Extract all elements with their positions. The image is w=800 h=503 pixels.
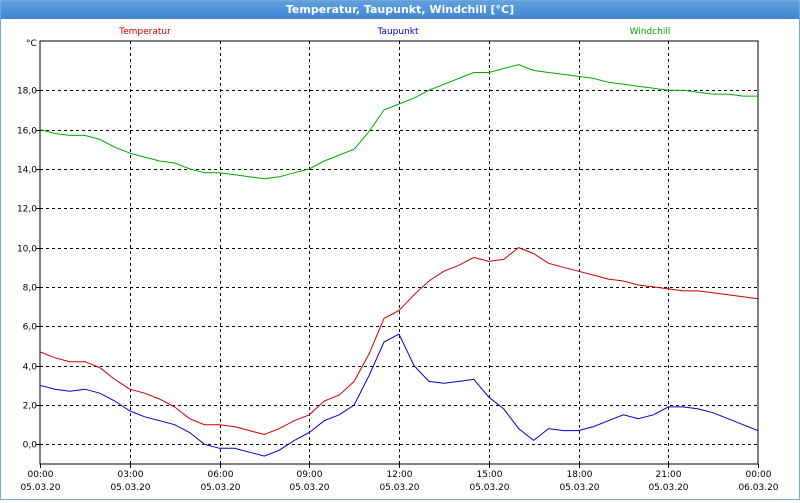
series-line-taupunkt [39,333,759,457]
y-tick-label: 14,0 [17,166,37,176]
x-tick-label-time: 00:00 [746,470,772,480]
plot-area: 0,0 2,0 4,0 6,0 8,0 10,0 12,0 14,0 16,0 18,0 °C 00:… [1,20,799,499]
x-tick-label-date: 05.03.20 [20,483,60,493]
x-tick-label-time: 03:00 [118,470,144,480]
legend-entry: Windchill [630,27,671,37]
y-tick-label: 8,0 [23,284,38,294]
x-tick-label-date: 05.03.20 [110,483,150,493]
x-tick-label-time: 00:00 [28,470,54,480]
series-line-temperatur [39,247,759,436]
y-tick-label: 12,0 [17,205,37,215]
y-tick-label: 2,0 [23,402,38,412]
y-tick-label: 0,0 [23,441,38,451]
y-tick-label: 4,0 [23,363,38,373]
x-tick-label-time: 06:00 [208,470,234,480]
x-tick-label-time: 15:00 [477,470,503,480]
x-tick-label-date: 05.03.20 [200,483,240,493]
y-tick-label: 18,0 [17,87,37,97]
series-line-windchill [39,64,758,180]
y-tick-label: 16,0 [17,127,37,137]
y-tick-label: 6,0 [23,323,38,333]
x-tick-label-date: 05.03.20 [379,483,419,493]
x-tick-label-date: 05.03.20 [469,483,509,493]
legend-entry: Temperatur [118,27,171,37]
y-axis-label: °C [26,39,37,49]
x-tick-label-time: 18:00 [567,470,593,480]
window-title: Temperatur, Taupunkt, Windchill [°C] [1,1,799,19]
x-tick-label-date: 05.03.20 [559,483,599,493]
x-tick-label-time: 09:00 [297,470,323,480]
x-tick-label-date: 05.03.20 [648,483,688,493]
line-chart: 0,0 2,0 4,0 6,0 8,0 10,0 12,0 14,0 16,0 18,0 °C 00:… [17,27,779,493]
x-tick-label-time: 21:00 [656,470,682,480]
x-tick-label-date: 05.03.20 [289,483,329,493]
y-tick-label: 10,0 [17,245,37,255]
x-tick-label-date: 06.03.20 [738,483,778,493]
x-tick-label-time: 12:00 [387,470,413,480]
legend-entry: Taupunkt [376,27,419,37]
